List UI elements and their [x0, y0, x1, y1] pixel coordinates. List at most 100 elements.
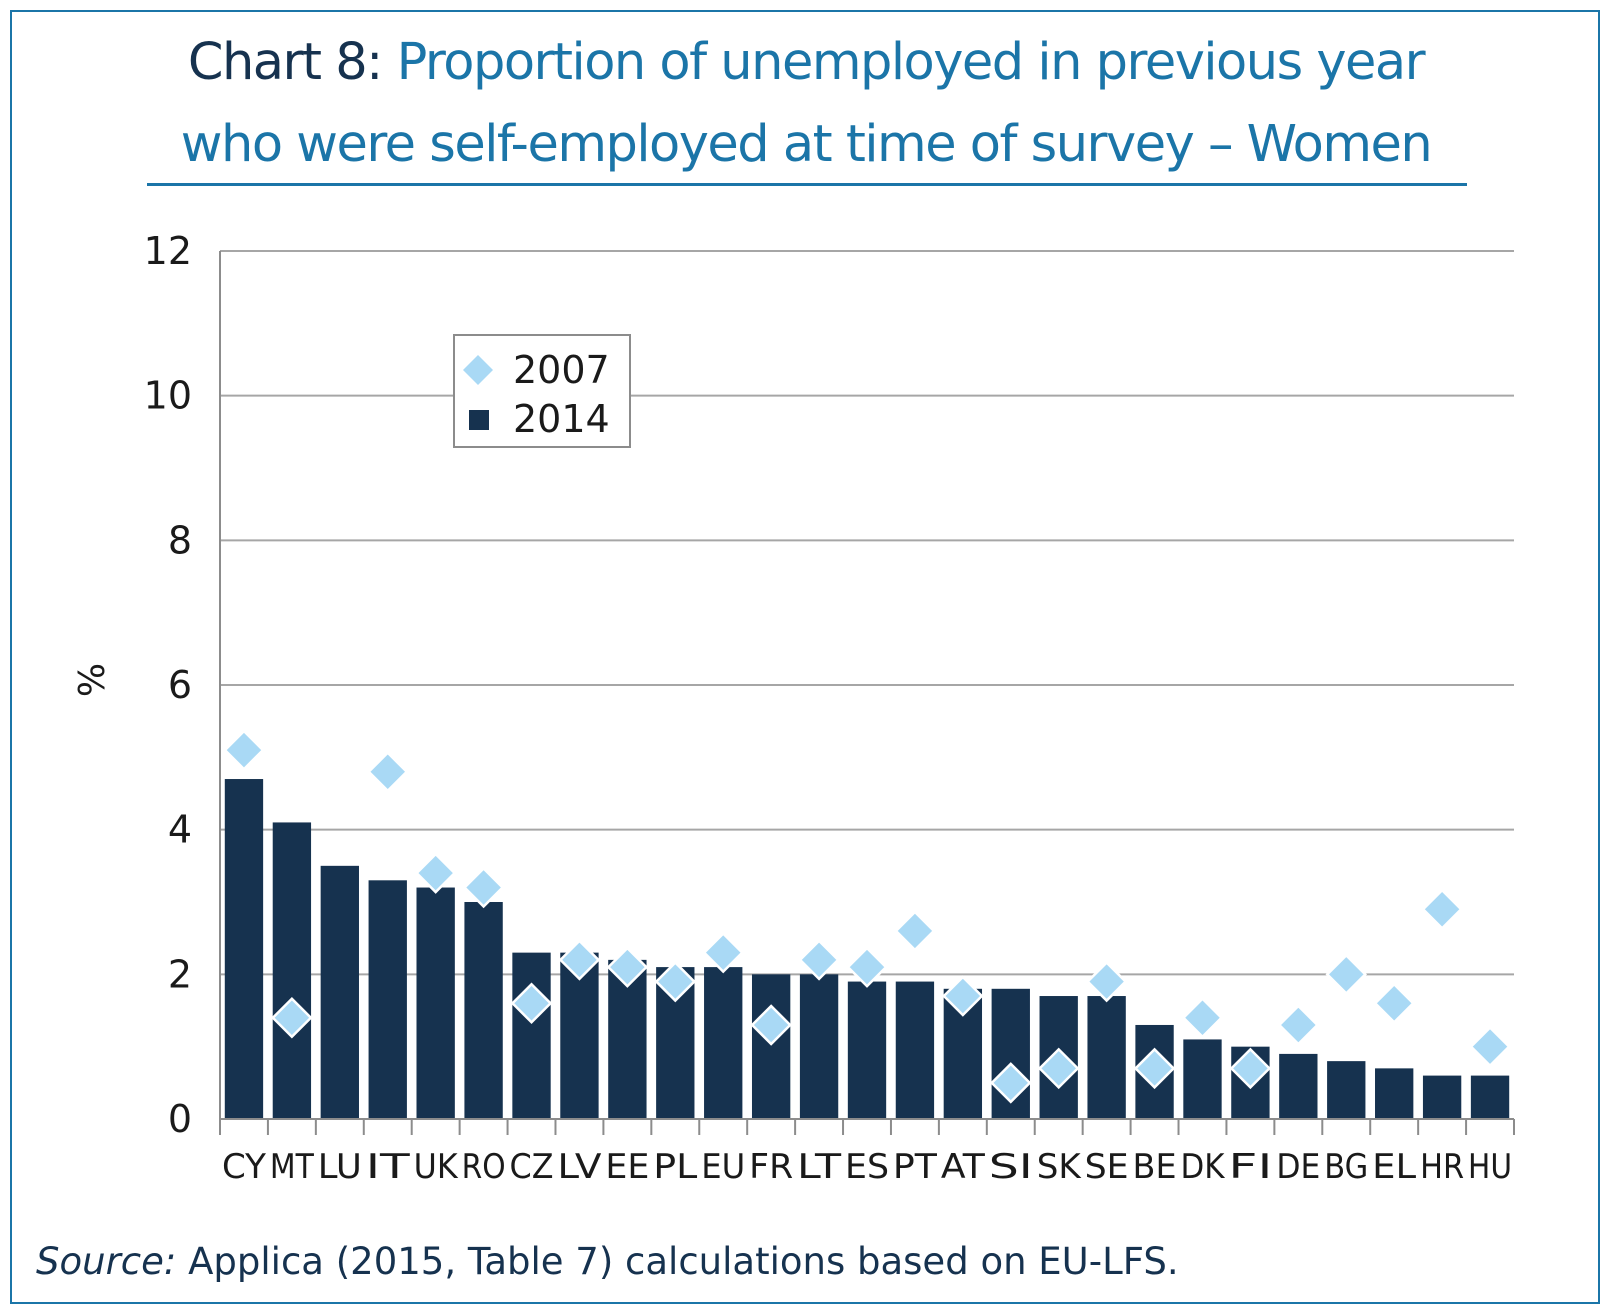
legend: 2007 2014	[453, 334, 631, 448]
chart-title: Chart 8: Proportion of unemployed in pre…	[0, 22, 1612, 186]
marker-2007-hu	[1469, 1025, 1511, 1068]
legend-swatch-2014	[469, 410, 489, 430]
marker-2007-at	[942, 975, 984, 1017]
title-line-1: Chart 8: Proportion of unemployed in pre…	[0, 22, 1612, 104]
bar-2014-hu	[1470, 1075, 1510, 1119]
source-label: Source:	[36, 1240, 177, 1283]
x-tick-label: BE	[1133, 1147, 1177, 1187]
marker-2007-hr	[1421, 888, 1463, 931]
x-tick-label: MT	[270, 1147, 314, 1187]
marker-2007-fi	[1229, 1047, 1272, 1090]
x-tick-label: EL	[1372, 1147, 1416, 1187]
x-tick-label: BG	[1324, 1147, 1368, 1187]
bar-2014-bg	[1327, 1061, 1366, 1119]
bar-2014-cz	[512, 952, 551, 1119]
marker-2007-eu	[702, 931, 744, 974]
bar-2014-hr	[1422, 1075, 1462, 1119]
x-tick-label: LU	[318, 1147, 362, 1187]
x-tick-label: CZ	[510, 1147, 554, 1187]
marker-2007-ro	[462, 866, 505, 909]
x-tick-label: CY	[222, 1147, 266, 1187]
legend-marker-2007	[463, 355, 493, 385]
markers-2007	[223, 729, 1511, 1104]
x-tick-label: RO	[462, 1147, 506, 1187]
bar-2014-uk	[416, 887, 455, 1119]
x-tick-label: HU	[1468, 1147, 1512, 1187]
y-tick-labels: 0 2 4 6 8 10 12	[144, 229, 192, 1141]
bar-2014-de	[1279, 1053, 1318, 1119]
x-tick-label: FR	[749, 1147, 793, 1187]
x-tick-label: DK	[1180, 1147, 1226, 1187]
x-tick-label: SE	[1085, 1147, 1129, 1187]
marker-2007-uk	[414, 852, 457, 894]
marker-2007-lt	[798, 939, 840, 981]
y-tick-label: 12	[144, 229, 192, 273]
marker-2007-se	[1085, 960, 1128, 1003]
marker-2007-fr	[750, 1004, 792, 1046]
chart-frame	[10, 10, 1600, 1304]
marker-2007-pl	[654, 960, 697, 1003]
bar-2014-lt	[799, 974, 839, 1119]
bar-2014-it	[368, 880, 407, 1119]
x-tick-label: EU	[701, 1147, 745, 1187]
bar-2014-dk	[1183, 1039, 1222, 1119]
marker-2007-si	[990, 1062, 1032, 1104]
x-tick-label: AT	[941, 1147, 985, 1187]
title-prefix: Chart 8:	[187, 33, 384, 92]
marker-2007-de	[1277, 1004, 1320, 1046]
bar-2014-mt	[272, 822, 312, 1119]
source-text: Applica (2015, Table 7) calculations bas…	[176, 1240, 1179, 1283]
marker-2007-pt	[894, 910, 936, 952]
marker-2007-lv	[558, 939, 601, 981]
bar-2014-se	[1087, 996, 1126, 1119]
y-tick-label: 2	[168, 952, 192, 996]
marker-2007-cz	[510, 982, 553, 1025]
marker-2007-el	[1373, 982, 1415, 1025]
x-tick-label: FI	[1228, 1147, 1272, 1187]
x-tick-labels: CY MT LU IT UK RO CZ LV EE PL EU FR LT ES PT AT SI SK SE BE…	[222, 1147, 1512, 1187]
marker-2007-it	[366, 751, 409, 793]
source-note: Source: Applica (2015, Table 7) calculat…	[36, 1240, 1179, 1283]
marker-2007-be	[1133, 1047, 1176, 1090]
y-tick-label: 0	[168, 1097, 192, 1141]
x-tick-label: PT	[893, 1147, 937, 1187]
x-tick-label: ES	[845, 1147, 889, 1187]
bar-2014-el	[1375, 1068, 1414, 1119]
y-tick-label: 10	[144, 374, 192, 418]
x-tick-label: SK	[1037, 1147, 1083, 1187]
x-tick-label: EE	[605, 1147, 649, 1187]
title-line-2: who were self-employed at time of survey…	[180, 115, 1433, 174]
bar-2014-es	[847, 981, 887, 1119]
marker-2007-bg	[1325, 953, 1368, 996]
y-tick-label: 4	[168, 808, 192, 852]
y-tick-label: 8	[168, 518, 192, 562]
bar-2014-eu	[704, 967, 743, 1119]
y-tick-label: 6	[168, 663, 192, 707]
gridlines	[220, 250, 1514, 976]
bar-2014-pt	[895, 981, 935, 1119]
x-tick-label: PL	[653, 1147, 697, 1187]
marker-2007-sk	[1037, 1047, 1080, 1090]
x-tick-label: DE	[1276, 1147, 1320, 1187]
title-text-1: Proportion of unemployed in previous yea…	[396, 33, 1426, 92]
x-tick-label: HR	[1420, 1147, 1464, 1187]
legend-label-2007: 2007	[513, 348, 610, 392]
axes	[219, 251, 1515, 1135]
y-axis-label: %	[72, 663, 113, 697]
marker-2007-mt	[271, 996, 313, 1039]
x-tick-label: IT	[366, 1147, 410, 1187]
marker-2007-ee	[606, 946, 649, 988]
legend-label-2014: 2014	[513, 397, 610, 441]
marker-2007-dk	[1181, 996, 1224, 1039]
x-tick-label: LT	[797, 1147, 841, 1187]
bar-2014-lu	[320, 865, 359, 1119]
marker-2007-es	[846, 946, 888, 988]
title-underline	[147, 183, 1467, 186]
marker-2007-cy	[223, 729, 265, 771]
bar-2014-cy	[224, 779, 264, 1119]
x-tick-label: UK	[414, 1147, 460, 1187]
bar-2014-fr	[751, 974, 791, 1119]
x-tick-label: SI	[989, 1147, 1033, 1187]
bar-2014-ro	[464, 902, 503, 1119]
